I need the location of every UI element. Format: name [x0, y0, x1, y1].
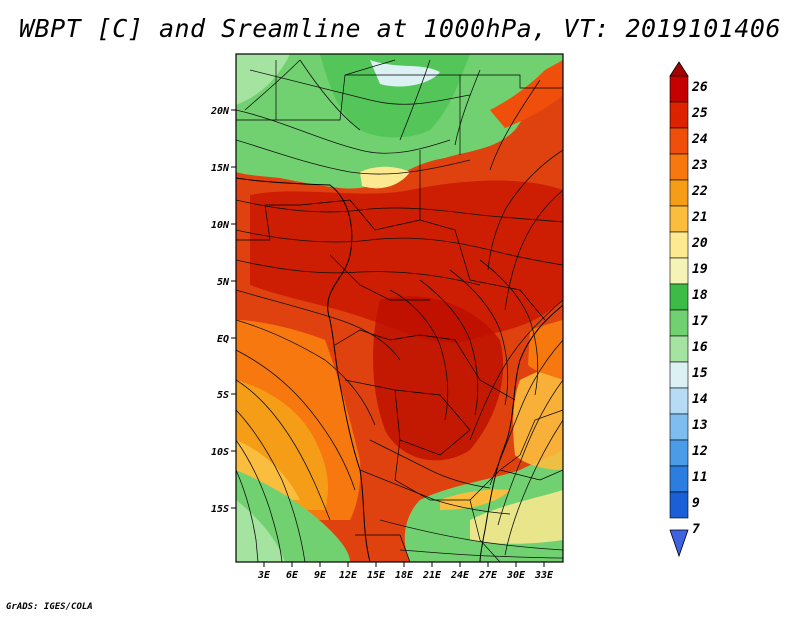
north-cool-patch — [370, 60, 440, 87]
y-tick-label: 10N — [211, 220, 230, 231]
colorbar-cell — [669, 465, 689, 493]
streamlines — [236, 59, 563, 562]
colorbar-label: 15 — [692, 366, 708, 381]
x-tick-label: 3E — [257, 570, 271, 581]
colorbar-label: 16 — [692, 340, 708, 355]
colorbar-cell — [669, 205, 689, 233]
y-tick-label: 5S — [217, 390, 229, 401]
colorbar-cell — [669, 413, 689, 441]
colorbar-label: 18 — [692, 288, 708, 303]
colorbar-cells — [669, 75, 689, 519]
x-tick-label: 9E — [314, 570, 327, 581]
colorbar-cell — [669, 153, 689, 181]
northwest-light-patch — [236, 54, 290, 105]
colorbar-cell — [669, 179, 689, 207]
colorbar-labels: 26 25 24 23 22 21 20 19 18 17 16 15 14 1… — [691, 80, 708, 537]
colorbar-cell — [669, 335, 689, 363]
south-yellow-band — [470, 490, 563, 544]
map-title: WBPT [C] and Sreamline at 1000hPa, VT: 2… — [18, 14, 781, 43]
y-tick-label: 10S — [211, 447, 229, 458]
colorbar-top-arrow — [669, 61, 689, 77]
y-tick-marks — [231, 109, 236, 509]
colorbar-bottom-arrow — [669, 529, 689, 558]
grads-credit: GrADS: IGES/COLA — [6, 602, 93, 612]
country-borders — [236, 59, 563, 562]
colorbar-label: 23 — [691, 158, 708, 173]
x-tick-label: 27E — [478, 570, 498, 581]
colorbar-cell — [669, 75, 689, 103]
y-tick-label: 20N — [210, 106, 230, 117]
colorbar-cell — [669, 387, 689, 415]
y-axis-labels: 20N 15N 10N 5N EQ 5S 10S 15S — [210, 106, 230, 515]
x-tick-label: 30E — [506, 570, 526, 581]
y-tick-label: 15N — [211, 163, 230, 174]
colorbar-cell — [669, 257, 689, 285]
southwest-light-zone — [236, 500, 285, 562]
x-tick-label: 12E — [339, 570, 358, 581]
colorbar-label: 25 — [691, 106, 708, 121]
x-tick-label: 21E — [422, 570, 442, 581]
colorbar-cell — [669, 101, 689, 129]
y-tick-label: 5N — [217, 277, 230, 288]
y-tick-label: 15S — [211, 504, 229, 515]
colorbar: 26 25 24 23 22 21 20 19 18 17 16 15 14 1… — [669, 61, 708, 558]
colorbar-cell — [669, 309, 689, 337]
colorbar-label: 7 — [692, 522, 700, 537]
colorbar-label: 22 — [691, 184, 708, 199]
colorbar-label: 26 — [691, 80, 708, 95]
x-tick-label: 24E — [450, 570, 470, 581]
north-yellow-patch — [360, 166, 410, 189]
colorbar-label: 9 — [692, 496, 700, 511]
x-tick-label: 6E — [286, 570, 299, 581]
x-axis-labels: 3E 6E 9E 12E 15E 18E 21E 24E 27E 30E 33E — [257, 570, 554, 581]
east-coast-zone — [528, 320, 563, 380]
colorbar-label: 12 — [692, 444, 708, 459]
colorbar-cell — [669, 361, 689, 389]
colorbar-label: 19 — [692, 262, 708, 277]
red-sea-zone — [490, 60, 563, 128]
south-amber-patch — [440, 489, 510, 510]
wbpt-field — [236, 54, 563, 562]
colorbar-label: 14 — [692, 392, 708, 407]
colorbar-cell — [669, 439, 689, 467]
colorbar-cell — [669, 231, 689, 259]
colorbar-label: 20 — [691, 236, 708, 251]
coastline — [236, 177, 563, 562]
colorbar-cell — [669, 491, 689, 519]
colorbar-cell — [669, 127, 689, 155]
colorbar-label: 13 — [692, 418, 708, 433]
colorbar-label: 11 — [692, 470, 708, 485]
map-frame — [235, 53, 564, 563]
x-tick-label: 33E — [534, 570, 554, 581]
colorbar-label: 21 — [691, 210, 708, 225]
x-tick-label: 18E — [395, 570, 414, 581]
x-tick-label: 15E — [367, 570, 386, 581]
colorbar-label: 24 — [691, 132, 708, 147]
colorbar-label: 17 — [692, 314, 708, 329]
y-tick-label: EQ — [217, 334, 229, 345]
x-tick-marks — [263, 562, 545, 567]
colorbar-cell — [669, 283, 689, 311]
